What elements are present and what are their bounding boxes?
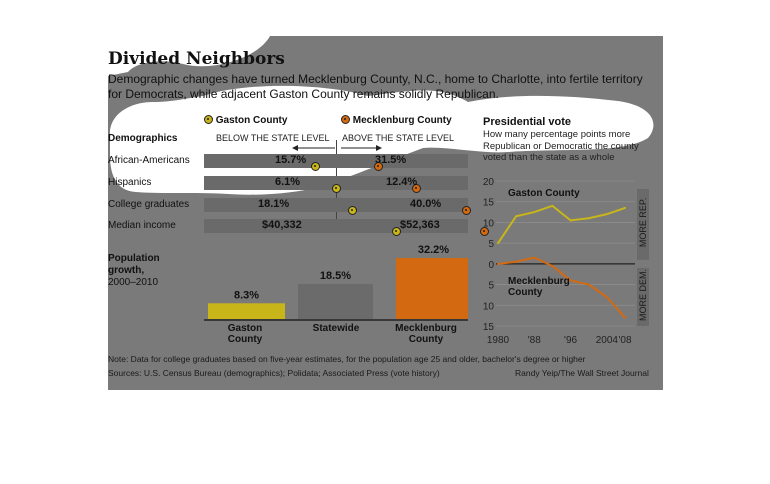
- y-tick-label: 0: [488, 260, 494, 271]
- series-point: [587, 217, 590, 220]
- x-tick-label: 1980: [487, 335, 510, 346]
- graphic-panel: Divided Neighbors Demographic changes ha…: [108, 36, 663, 390]
- category-label-mecklenburg: Mecklenburg County: [395, 323, 457, 345]
- category-label-gaston: Gaston County: [227, 323, 263, 345]
- x-tick-label: '08: [618, 335, 631, 346]
- bar-1: [208, 303, 285, 319]
- category-label-statewide: Statewide: [312, 323, 360, 334]
- y-tick-label: 10: [483, 301, 495, 312]
- population-label-line-1: Population: [108, 253, 160, 264]
- legend-mecklenburg: Mecklenburg County: [341, 115, 452, 126]
- subtitle-line-1: Demographic changes have turned Mecklenb…: [108, 72, 643, 86]
- chart-title: Divided Neighbors: [108, 49, 285, 69]
- series-point: [569, 279, 572, 282]
- mecklenburg-hispanics-value: 12.4%: [386, 176, 418, 188]
- y-tick-label: 15: [483, 322, 495, 333]
- series-point: [624, 316, 626, 319]
- y-tick-label: 15: [483, 198, 495, 209]
- gaston-series-label: Gaston County: [508, 188, 580, 199]
- presidential-heading: Presidential vote: [483, 116, 572, 128]
- gaston-hispanics-value: 6.1%: [275, 176, 301, 188]
- legend-gaston-label: Gaston County: [215, 115, 288, 126]
- presidential-line-chart: 20 15 10 5 0 5 10 15 1980 '88 '96 2004'08 MORE REP. M…: [483, 177, 649, 346]
- gaston-dot-icon: [204, 115, 213, 124]
- gaston-income-value: $40,332: [262, 219, 302, 231]
- mecklenburg-dot-icon: [480, 227, 490, 236]
- mecklenburg-college-value: 40.0%: [410, 198, 442, 210]
- mecklenburg-series-label-line-1: Mecklenburg: [508, 276, 570, 287]
- sources: Sources: U.S. Census Bureau (demographic…: [108, 368, 440, 378]
- x-tick-label: '96: [564, 335, 577, 346]
- x-tick-label: 2004: [596, 335, 619, 346]
- y-tick-label: 10: [483, 218, 495, 229]
- more-dem-label: MORE DEM.: [638, 269, 648, 321]
- series-point: [551, 204, 554, 207]
- y-tick-label: 5: [488, 239, 494, 250]
- mecklenburg-dot-icon: [341, 115, 350, 124]
- mecklenburg-african-americans-value: 31.5%: [375, 154, 407, 166]
- series-line-mecklenburg: [497, 256, 626, 319]
- footnote: Note: Data for college graduates based o…: [108, 354, 586, 364]
- series-point: [624, 206, 626, 209]
- series-point: [551, 264, 554, 267]
- bar-value-label: 18.5%: [320, 270, 351, 282]
- row-label-african-americans: African-Americans: [108, 155, 190, 166]
- population-label-line-3: 2000–2010: [108, 277, 159, 288]
- y-tick-label: 20: [483, 177, 495, 188]
- mecklenburg-dot-icon: [412, 184, 422, 193]
- mecklenburg-income-value: $52,363: [400, 219, 440, 231]
- bar-3: [396, 258, 468, 319]
- y-tick-label: 5: [488, 281, 494, 292]
- gaston-dot-icon: [331, 184, 341, 193]
- above-state-label: ABOVE THE STATE LEVEL: [342, 133, 455, 143]
- more-rep-label: MORE REP.: [638, 198, 648, 247]
- gaston-dot-icon: [347, 206, 357, 215]
- bar-value-label: 32.2%: [418, 244, 449, 256]
- credit: Randy Yeip/The Wall Street Journal: [515, 368, 649, 378]
- population-label: Population growth, 2000–2010: [108, 253, 160, 289]
- demographics-heading: Demographics: [108, 133, 178, 144]
- row-label-median-income: Median income: [108, 220, 176, 231]
- legend-mecklenburg-label: Mecklenburg County: [352, 115, 452, 126]
- subtitle-line-2: for Democrats, while adjacent Gaston Cou…: [108, 87, 499, 101]
- series-point: [569, 219, 572, 222]
- series-point: [515, 215, 518, 218]
- series-point: [533, 256, 536, 259]
- below-state-label: BELOW THE STATE LEVEL: [216, 133, 330, 143]
- series-point: [497, 242, 499, 245]
- series-point: [515, 260, 518, 263]
- x-tick-label: '88: [528, 335, 541, 346]
- row-bg: [204, 219, 468, 233]
- row-label-college-graduates: College graduates: [108, 199, 190, 210]
- presidential-description: How many percentage points more Republic…: [483, 129, 639, 163]
- row-bg: [204, 176, 468, 190]
- row-label-hispanics: Hispanics: [108, 177, 152, 188]
- series-point: [587, 283, 590, 286]
- bar-2: [298, 283, 373, 319]
- more-dem-bar: [637, 267, 649, 326]
- series-point: [497, 262, 499, 265]
- gaston-dot-icon: [311, 162, 320, 171]
- series-line-gaston: [497, 204, 626, 244]
- direction-arrows: [292, 145, 382, 151]
- gaston-college-value: 18.1%: [258, 198, 290, 210]
- mecklenburg-dot-icon: [374, 162, 384, 171]
- row-bg: [204, 154, 468, 168]
- bar-value-label: 8.3%: [234, 289, 259, 301]
- mecklenburg-series-label-line-2: County: [508, 287, 543, 298]
- gaston-dot-icon: [391, 227, 401, 236]
- population-label-line-2: growth,: [108, 265, 145, 276]
- mecklenburg-series-label: Mecklenburg County: [508, 276, 570, 298]
- mecklenburg-dot-icon: [462, 206, 472, 215]
- row-bg: [204, 198, 468, 212]
- series-point: [533, 211, 536, 214]
- series-point: [605, 296, 608, 298]
- population-bar-chart: 8.3% 18.5% 32.2%: [204, 244, 468, 321]
- legend-gaston: Gaston County: [204, 115, 287, 126]
- gaston-african-americans-value: 15.7%: [275, 154, 307, 166]
- series-point: [605, 213, 608, 216]
- more-rep-bar: [637, 189, 649, 260]
